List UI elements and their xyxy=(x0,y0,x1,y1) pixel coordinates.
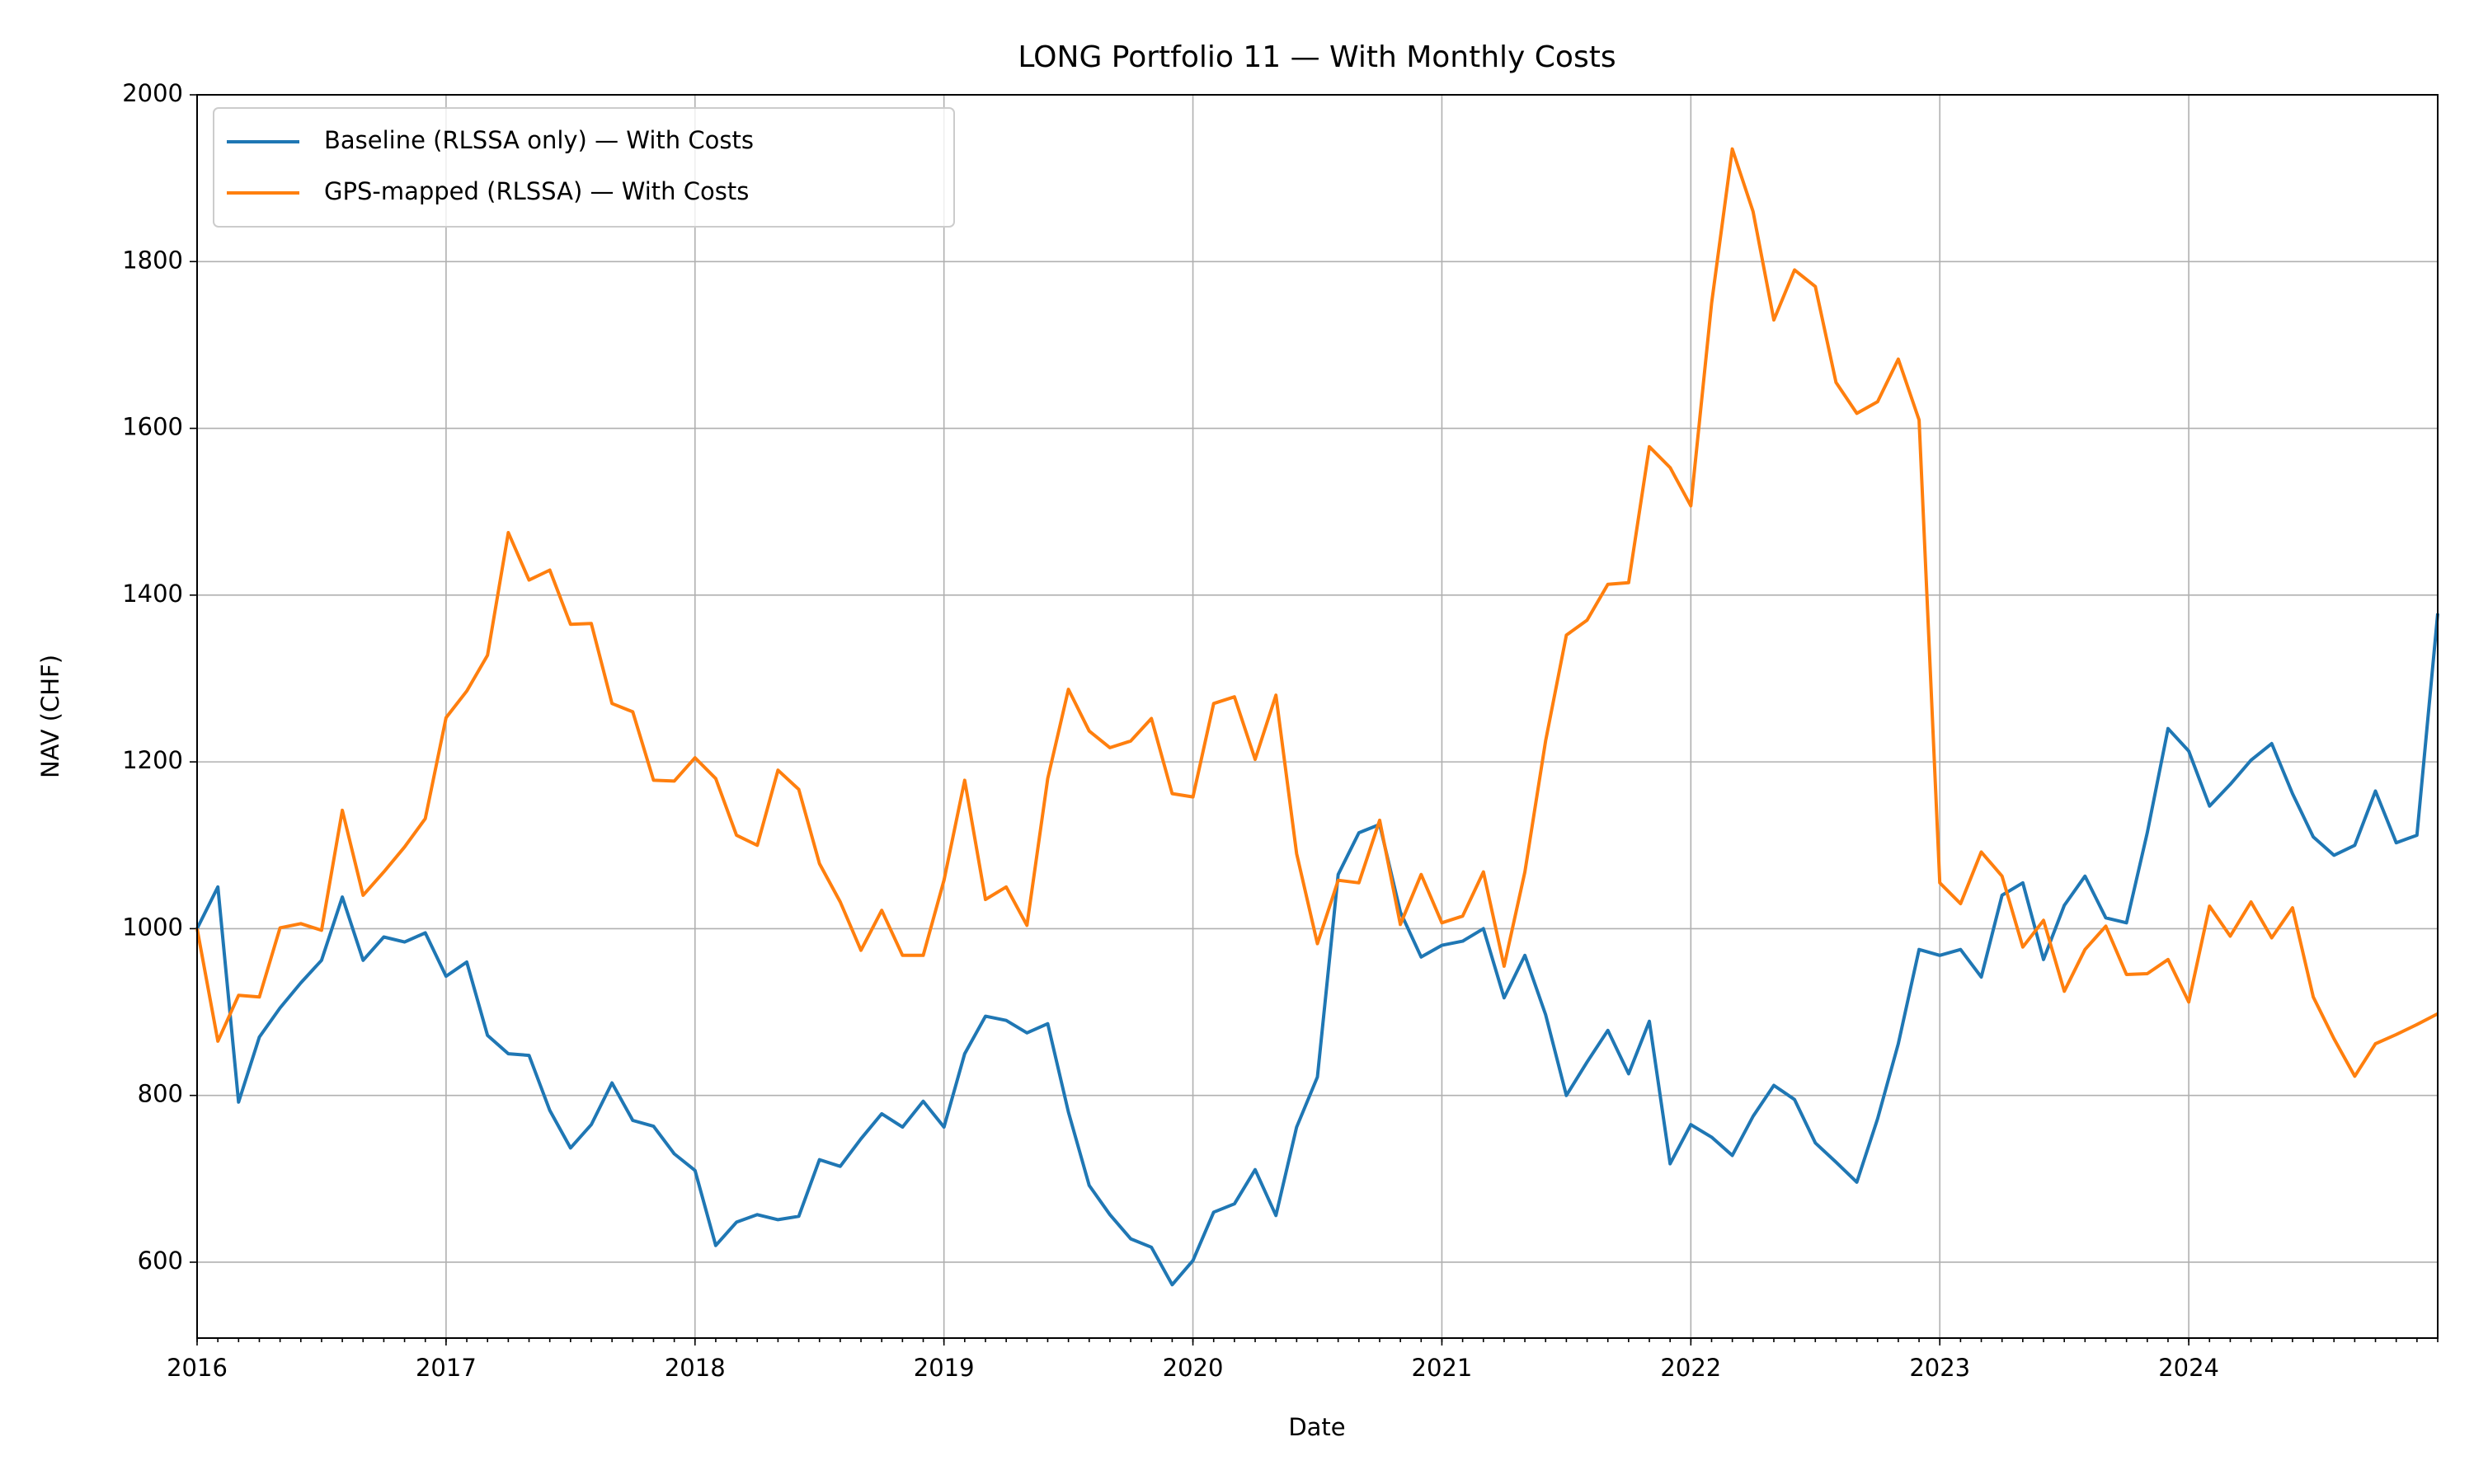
series-line xyxy=(195,147,2439,1078)
chart-title: LONG Portfolio 11 — With Monthly Costs xyxy=(1018,40,1616,74)
x-tick-label: 2024 xyxy=(2158,1354,2219,1382)
plot-frame xyxy=(196,94,2439,1339)
y-tick-label: 1400 xyxy=(122,580,183,608)
y-tick-label: 1200 xyxy=(122,746,183,774)
y-tick-label: 2000 xyxy=(122,79,183,107)
x-tick-label: 2022 xyxy=(1660,1354,1721,1382)
series-line xyxy=(195,613,2439,1287)
legend-box xyxy=(213,107,955,228)
y-tick-label: 1600 xyxy=(122,413,183,441)
legend-label: GPS-mapped (RLSSA) — With Costs xyxy=(324,177,749,205)
y-tick-label: 800 xyxy=(138,1080,183,1108)
x-axis-label: Date xyxy=(1288,1413,1345,1441)
x-tick-label: 2016 xyxy=(167,1354,228,1382)
legend-label: Baseline (RLSSA only) — With Costs xyxy=(324,126,754,154)
x-tick-label: 2020 xyxy=(1163,1354,1224,1382)
x-tick-label: 2017 xyxy=(416,1354,477,1382)
y-tick-label: 1800 xyxy=(122,246,183,274)
y-tick-label: 600 xyxy=(138,1247,183,1275)
x-tick-label: 2018 xyxy=(665,1354,726,1382)
x-tick-label: 2021 xyxy=(1412,1354,1473,1382)
y-tick-label: 1000 xyxy=(122,913,183,941)
y-axis-label: NAV (CHF) xyxy=(36,655,64,778)
x-tick-label: 2023 xyxy=(1909,1354,1970,1382)
x-tick-label: 2019 xyxy=(914,1354,975,1382)
